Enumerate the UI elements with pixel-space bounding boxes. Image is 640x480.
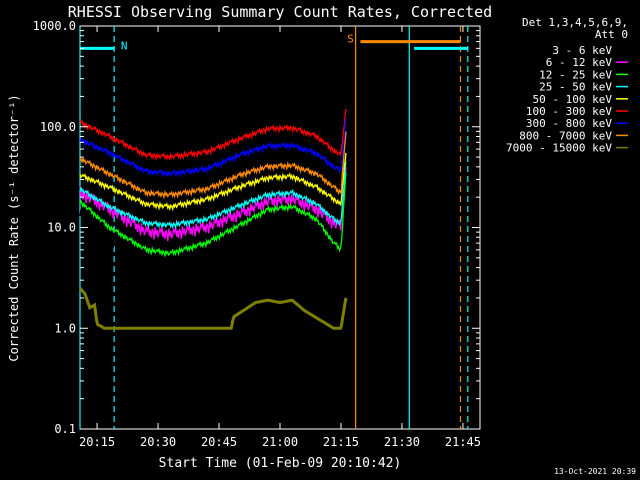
series-line bbox=[79, 161, 347, 230]
legend-label: 25 - 50 keV bbox=[539, 81, 612, 94]
event-bar-label: S bbox=[347, 33, 354, 46]
series-line bbox=[79, 179, 347, 277]
event-bar-label: N bbox=[121, 39, 128, 52]
y-tick-label: 1.0 bbox=[54, 321, 76, 335]
chart-title: RHESSI Observing Summary Count Rates, Co… bbox=[68, 3, 492, 21]
axis-ticks: 20:15 20:30 20:45 21:00 21:15 21:30 21:45 0.1 1.… bbox=[33, 19, 481, 449]
x-tick-label: 20:30 bbox=[140, 435, 176, 449]
series-line bbox=[79, 172, 347, 258]
legend-label: 300 - 800 keV bbox=[526, 117, 612, 130]
series-line bbox=[79, 118, 347, 178]
series-line bbox=[79, 131, 347, 200]
legend-label: 800 - 7000 keV bbox=[519, 129, 612, 142]
series-line bbox=[78, 287, 348, 330]
legend-header-line-1: Det 1,3,4,5,6,9, bbox=[522, 16, 628, 29]
series-line bbox=[79, 152, 347, 212]
x-tick-label: 20:15 bbox=[79, 435, 115, 449]
x-axis-label: Start Time (01-Feb-09 20:10:42) bbox=[159, 456, 402, 471]
legend-label: 6 - 12 keV bbox=[546, 56, 613, 69]
x-tick-label: 21:30 bbox=[384, 435, 420, 449]
legend-header-line-2: Att 0 bbox=[595, 28, 628, 41]
y-tick-label: 1000.0 bbox=[33, 19, 76, 33]
y-axis-label: Corrected Count Rate (s⁻¹ detector⁻¹) bbox=[7, 94, 21, 361]
legend-label: 12 - 25 keV bbox=[539, 68, 612, 81]
legend-label: 50 - 100 keV bbox=[533, 93, 613, 106]
y-tick-label: 10.0 bbox=[47, 221, 76, 235]
event-bars: NS bbox=[80, 33, 468, 52]
series-line bbox=[79, 108, 347, 162]
y-tick-label: 0.1 bbox=[54, 422, 76, 436]
series-line bbox=[79, 166, 347, 241]
legend-label: 7000 - 15000 keV bbox=[506, 142, 612, 155]
x-tick-label: 21:00 bbox=[262, 435, 298, 449]
legend-label: 3 - 6 keV bbox=[552, 44, 612, 57]
legend-label: 100 - 300 keV bbox=[526, 105, 612, 118]
footer-timestamp: 13-Oct-2021 20:39 bbox=[554, 467, 636, 476]
x-tick-label: 21:15 bbox=[323, 435, 359, 449]
event-lines bbox=[79, 26, 469, 429]
series-lines bbox=[78, 108, 348, 330]
x-tick-label: 21:45 bbox=[445, 435, 481, 449]
x-tick-label: 20:45 bbox=[201, 435, 237, 449]
y-tick-label: 100.0 bbox=[40, 120, 76, 134]
